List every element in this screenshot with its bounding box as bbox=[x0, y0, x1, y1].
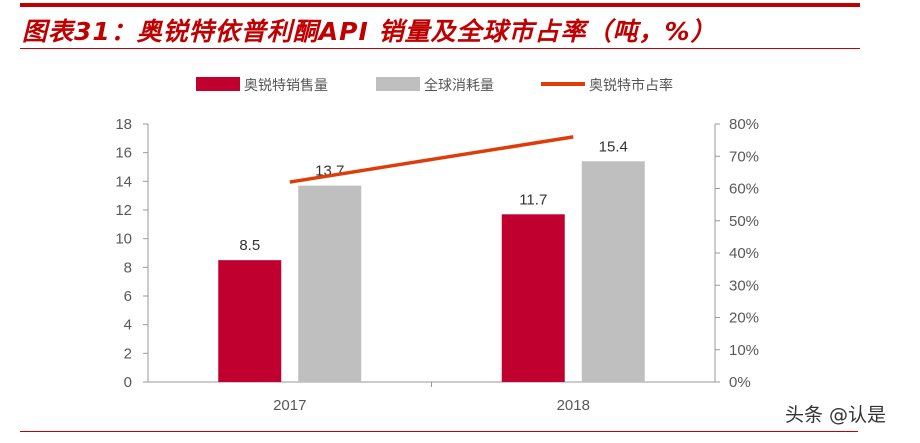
data-label: 11.7 bbox=[519, 191, 547, 208]
y-tick-label: 8 bbox=[124, 259, 132, 276]
y2-tick-label: 30% bbox=[729, 277, 759, 294]
title-divider bbox=[20, 48, 860, 49]
y2-tick-label: 80% bbox=[729, 116, 759, 133]
data-label: 15.4 bbox=[599, 138, 628, 155]
y2-tick-label: 20% bbox=[729, 310, 759, 327]
y2-tick-label: 10% bbox=[729, 342, 759, 359]
watermark: 头条 @认是 bbox=[785, 404, 887, 426]
bar-global bbox=[298, 185, 362, 382]
legend-label: 奥锐特市占率 bbox=[589, 77, 673, 94]
y-tick-label: 18 bbox=[115, 116, 132, 133]
bottom-divider bbox=[20, 431, 858, 432]
y2-tick-label: 50% bbox=[729, 213, 759, 230]
legend-label: 奥锐特销售量 bbox=[244, 77, 328, 94]
y-tick-label: 16 bbox=[115, 145, 132, 162]
legend-swatch bbox=[376, 77, 420, 91]
bar-global bbox=[581, 161, 645, 382]
bar-aurisco bbox=[501, 214, 565, 382]
bar-aurisco bbox=[218, 260, 282, 382]
y-tick-label: 4 bbox=[124, 317, 132, 334]
y2-tick-label: 40% bbox=[729, 245, 759, 262]
y-tick-label: 0 bbox=[124, 374, 132, 391]
x-tick-label: 2018 bbox=[557, 397, 590, 414]
y2-tick-label: 60% bbox=[729, 181, 759, 198]
legend-label: 全球消耗量 bbox=[424, 77, 494, 94]
y-tick-label: 6 bbox=[124, 288, 132, 305]
market-share-line bbox=[289, 135, 574, 184]
y2-tick-label: 0% bbox=[729, 374, 751, 391]
x-tick-label: 2017 bbox=[273, 397, 306, 414]
y-tick-label: 12 bbox=[115, 202, 132, 219]
y-tick-label: 10 bbox=[115, 231, 132, 248]
y2-tick-label: 70% bbox=[729, 148, 759, 165]
y-tick-label: 14 bbox=[115, 173, 132, 190]
chart-title: 图表31：奥锐特依普利酮API 销量及全球市占率（吨，%） bbox=[22, 17, 717, 46]
top-accent-bar bbox=[20, 3, 860, 7]
data-label: 8.5 bbox=[239, 237, 260, 254]
y-tick-label: 2 bbox=[124, 345, 132, 362]
legend-swatch bbox=[196, 77, 240, 91]
